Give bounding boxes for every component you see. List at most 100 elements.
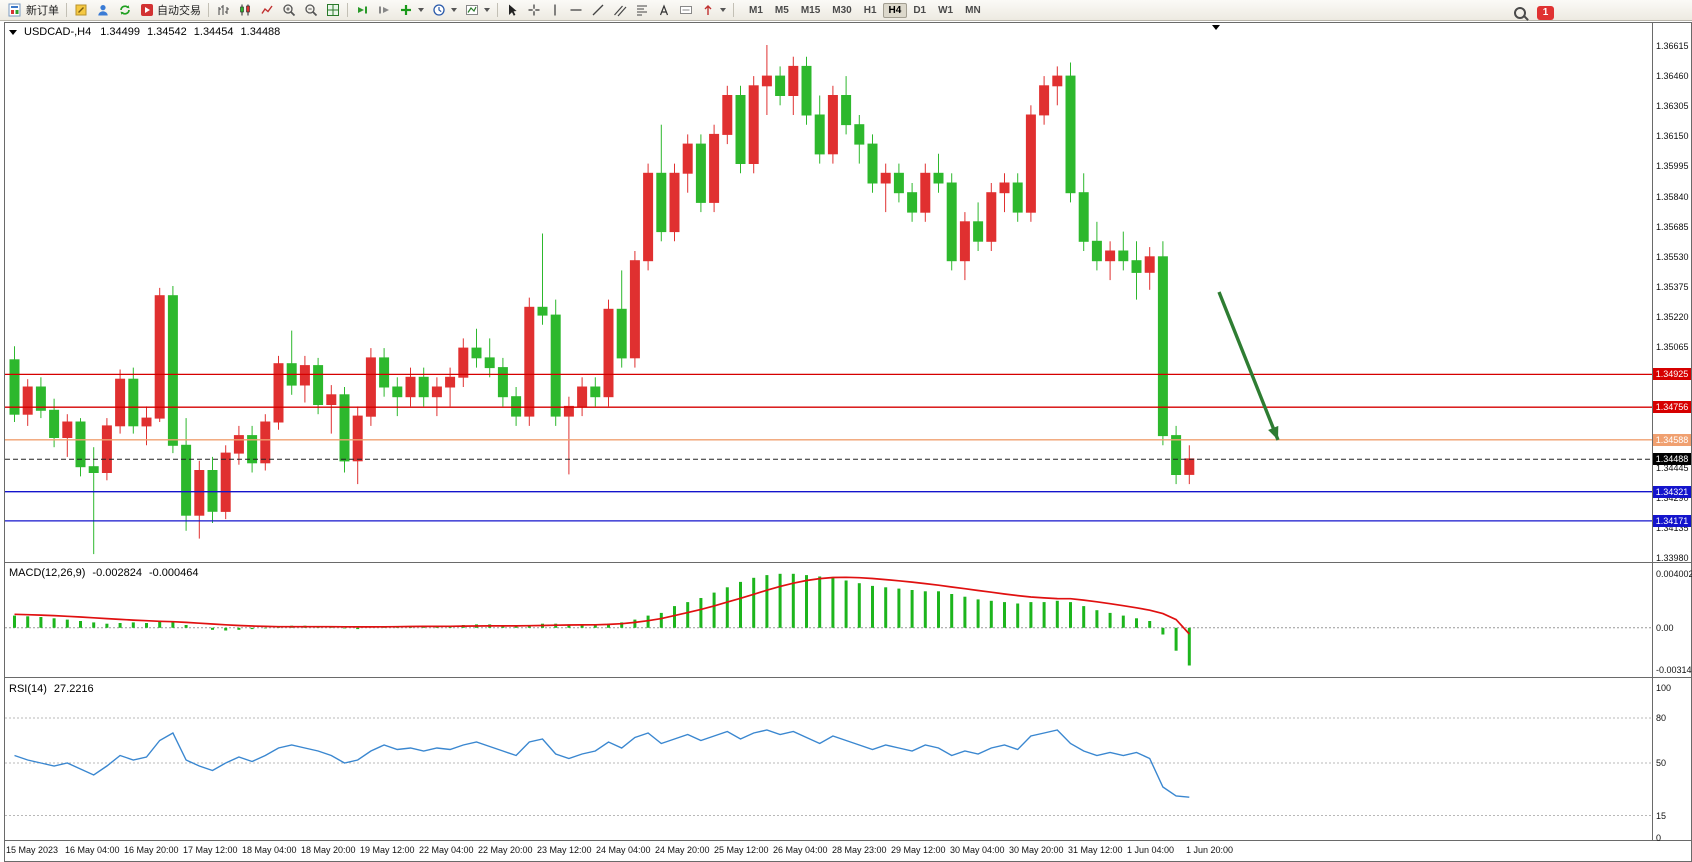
cursor-button[interactable] <box>501 1 523 20</box>
ohlc-open: 1.34499 <box>100 26 140 38</box>
candle <box>35 386 46 411</box>
zoom-in-button[interactable] <box>278 1 300 20</box>
price-tag-1.34588: 1.34588 <box>1653 434 1691 446</box>
candle <box>154 295 165 419</box>
candle <box>603 308 614 398</box>
notification-badge[interactable]: 1 <box>1537 5 1554 20</box>
chart-shift-button[interactable] <box>373 1 395 20</box>
candle <box>1144 256 1155 273</box>
candle <box>9 359 20 415</box>
candle <box>75 421 86 468</box>
time-axis[interactable]: 15 May 2023 16 May 04:00 16 May 20:00 17 Ma… <box>4 841 1653 861</box>
timeframe-button-h4[interactable]: H4 <box>882 2 908 18</box>
label-button[interactable] <box>675 1 697 20</box>
trendline-button[interactable] <box>587 1 609 20</box>
metaeditor-button[interactable] <box>70 1 92 20</box>
candle <box>115 378 126 427</box>
timeframe-button-m30[interactable]: M30 <box>832 4 852 16</box>
candle <box>22 386 33 415</box>
dropdown-caret-icon <box>720 8 726 12</box>
candle <box>709 133 720 203</box>
search-icon <box>1514 6 1526 19</box>
candle <box>471 347 482 359</box>
text-icon <box>659 4 669 16</box>
timeframe-button-mn[interactable]: MN <box>965 4 981 16</box>
arrow-tools-button[interactable] <box>697 1 730 20</box>
candle <box>722 95 733 135</box>
auto-scroll-icon <box>358 6 367 14</box>
candle <box>497 367 508 398</box>
candle <box>247 435 258 464</box>
candle <box>1025 114 1036 213</box>
current-price-tag: 1.34488 <box>1653 453 1691 465</box>
timeframe-button-d1[interactable]: D1 <box>913 4 927 16</box>
line-chart-button[interactable] <box>256 1 278 20</box>
rsi-label: RSI(14) <box>9 683 47 695</box>
candle <box>999 182 1010 194</box>
candle <box>1105 250 1116 262</box>
text-button[interactable] <box>653 1 675 20</box>
toolbar-separator <box>497 3 498 17</box>
time-label: 31 May 12:00 <box>1068 845 1123 855</box>
channel-button[interactable] <box>609 1 631 20</box>
price-tag-1.34756: 1.34756 <box>1653 401 1691 413</box>
search-button[interactable] <box>1510 3 1530 22</box>
candle <box>524 306 535 417</box>
candlestick-button[interactable] <box>234 1 256 20</box>
toolbar-right-group: 1 <box>1510 3 1554 22</box>
candle <box>1157 256 1168 437</box>
bar-chart-button[interactable] <box>212 1 234 20</box>
macd-axis-tick: 0.004002 <box>1656 569 1692 579</box>
ohlc-low: 1.34454 <box>193 26 234 38</box>
autotrading-button[interactable]: 自动交易 <box>136 1 205 20</box>
rsi-axis-tick: 50 <box>1656 758 1667 768</box>
line-chart-icon <box>261 5 273 14</box>
indicators-button[interactable] <box>395 1 428 20</box>
label-icon <box>680 6 692 14</box>
time-label: 16 May 04:00 <box>65 845 120 855</box>
timeframe-button-m5[interactable]: M5 <box>774 4 789 16</box>
new-order-button[interactable]: 新订单 <box>4 1 63 20</box>
macd-axis-tick: -0.003148 <box>1656 665 1692 675</box>
refresh-button[interactable] <box>114 1 136 20</box>
tile-windows-button[interactable] <box>322 1 344 20</box>
refresh-icon <box>120 5 130 15</box>
cursor-icon <box>509 4 517 16</box>
crosshair-button[interactable] <box>523 1 545 20</box>
fibonacci-button[interactable] <box>631 1 653 20</box>
timeframe-button-m15[interactable]: M15 <box>800 4 821 16</box>
price-tick: 1.34445 <box>1656 463 1689 473</box>
time-label: 30 May 20:00 <box>1009 845 1064 855</box>
candle <box>933 172 944 184</box>
timeframe-button-w1[interactable]: W1 <box>938 4 954 16</box>
tile-windows-icon <box>327 4 339 16</box>
arrow-annotation[interactable] <box>1217 291 1280 441</box>
time-label: 23 May 12:00 <box>537 845 592 855</box>
macd-value-signal: -0.000464 <box>148 567 199 579</box>
timeframe-button-h1[interactable]: H1 <box>863 4 877 16</box>
price-tick: 1.35065 <box>1656 342 1689 352</box>
candle <box>907 192 918 213</box>
candle <box>682 143 693 174</box>
timeframe-button-m1[interactable]: M1 <box>749 4 763 16</box>
vertical-line-button[interactable] <box>545 1 565 20</box>
price-axis[interactable]: 1.36615 1.36460 1.36305 1.36150 1.35995 1.358… <box>1653 22 1692 843</box>
time-label: 28 May 23:00 <box>832 845 887 855</box>
periods-button[interactable] <box>428 1 461 20</box>
candles-layer[interactable] <box>9 45 1195 555</box>
candle <box>484 357 495 369</box>
community-button[interactable] <box>92 1 114 20</box>
chart-symbol-header[interactable]: USDCAD-,H4 1.34499 1.34542 1.34454 1.344… <box>9 26 280 38</box>
new-order-label: 新订单 <box>26 5 59 17</box>
time-label: 1 Jun 04:00 <box>1127 845 1175 855</box>
rsi-line <box>14 729 1190 798</box>
candle <box>577 386 588 407</box>
price-tick: 1.36305 <box>1656 101 1689 111</box>
zoom-out-button[interactable] <box>300 1 322 20</box>
templates-button[interactable] <box>461 1 494 20</box>
auto-scroll-button[interactable] <box>351 1 373 20</box>
candle <box>418 376 429 398</box>
candle <box>181 444 192 516</box>
horizontal-line-button[interactable] <box>565 1 587 20</box>
